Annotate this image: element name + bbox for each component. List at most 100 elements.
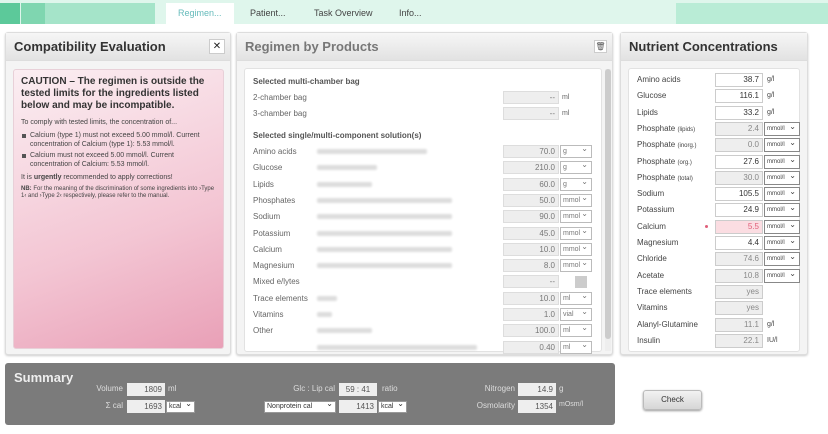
tab-patient[interactable]: Patient... bbox=[250, 8, 286, 18]
product-amount[interactable]: -- bbox=[503, 275, 559, 289]
section-label: Selected multi-chamber bag bbox=[253, 77, 360, 86]
unit-select[interactable]: ml bbox=[560, 339, 592, 354]
unit-select[interactable]: g bbox=[560, 143, 592, 158]
product-amount[interactable]: 70.0 bbox=[503, 145, 559, 158]
unit-select[interactable]: mmol bbox=[560, 208, 592, 224]
product-row: Other 100.0 ml bbox=[253, 322, 593, 338]
nutrient-label: Amino acids bbox=[637, 75, 681, 84]
bag-value[interactable]: -- bbox=[503, 91, 559, 104]
np-unit-select[interactable]: kcal bbox=[378, 399, 407, 413]
product-amount[interactable]: 60.0 bbox=[503, 177, 559, 191]
unit-select[interactable]: g bbox=[560, 176, 592, 191]
product-amount[interactable]: 100.0 bbox=[503, 324, 559, 338]
osmolarity-unit: mOsm/l bbox=[559, 401, 584, 408]
unit-select[interactable]: mmol/l bbox=[764, 219, 800, 234]
bag-label: 3-chamber bag bbox=[253, 109, 307, 118]
mixed-button[interactable] bbox=[575, 276, 587, 289]
product-amount[interactable]: 210.0 bbox=[503, 161, 559, 175]
tab-info[interactable]: Info... bbox=[399, 8, 422, 18]
ecal-unit-select[interactable]: kcal bbox=[166, 399, 195, 413]
unit-select[interactable]: mmol bbox=[560, 241, 592, 256]
product-amount[interactable]: 50.0 bbox=[503, 193, 559, 207]
nonprotein-select[interactable]: Nonprotein cal bbox=[264, 399, 336, 413]
product-amount[interactable]: 45.0 bbox=[503, 226, 559, 240]
nutrient-label: Trace elements bbox=[637, 286, 692, 296]
unit-select[interactable]: ml bbox=[560, 290, 592, 305]
caution-item: Calcium (type 1) must not exceed 5.00 mm… bbox=[21, 131, 216, 149]
nutrient-label: Lipids bbox=[637, 107, 658, 117]
unit-select[interactable]: mmol/l bbox=[764, 186, 800, 202]
product-amount[interactable]: 0.40 bbox=[503, 340, 559, 354]
product-name-blurred[interactable] bbox=[317, 246, 452, 252]
nutrient-value: 30.0 bbox=[715, 170, 763, 185]
unit-select[interactable]: mmol bbox=[560, 225, 592, 240]
nitrogen-value: 14.9 bbox=[518, 383, 556, 396]
nutrient-label: Calcium bbox=[637, 221, 666, 231]
unit-select[interactable]: mmol bbox=[560, 257, 592, 273]
nutrient-sublabel: (lipids) bbox=[677, 126, 696, 133]
product-name-blurred[interactable] bbox=[317, 165, 377, 171]
nutrient-row: Magnesium 4.4 mmol/l bbox=[637, 235, 800, 250]
scrollbar[interactable] bbox=[605, 69, 611, 351]
nutrient-value: 74.6 bbox=[715, 252, 763, 267]
product-name-blurred[interactable] bbox=[317, 181, 372, 187]
product-name-blurred[interactable] bbox=[317, 328, 372, 334]
nutrient-label: Phosphate bbox=[637, 172, 678, 182]
nutrient-label: Phosphate bbox=[637, 140, 678, 150]
unit-select[interactable]: mmol bbox=[560, 192, 592, 207]
product-amount[interactable]: 10.0 bbox=[503, 242, 559, 256]
ecal-value: 1693 bbox=[127, 400, 165, 413]
product-row: Amino acids 70.0 g bbox=[253, 143, 593, 159]
nutrient-row: Phosphate (org.) 27.6 mmol/l bbox=[637, 154, 800, 169]
tab-task-overview[interactable]: Task Overview bbox=[314, 8, 373, 18]
nutrient-value: 2.4 bbox=[715, 121, 763, 136]
product-name-blurred[interactable] bbox=[317, 214, 452, 220]
unit-select[interactable]: mmol/l bbox=[764, 202, 800, 218]
nutrient-unit: g/l bbox=[767, 92, 775, 100]
product-row: 0.40 ml bbox=[253, 339, 593, 355]
product-name-blurred[interactable] bbox=[317, 295, 337, 301]
product-name-blurred[interactable] bbox=[317, 149, 427, 154]
unit-select[interactable]: mmol/l bbox=[764, 121, 800, 136]
nutrient-value: 33.2 bbox=[715, 105, 763, 120]
unit-select[interactable]: mmol/l bbox=[764, 268, 800, 283]
nutrient-value: 11.1 bbox=[715, 317, 763, 332]
nutrient-label: Acetate bbox=[637, 270, 665, 280]
product-label: Glucose bbox=[253, 163, 283, 173]
nutrient-row: Vitamins yes bbox=[637, 300, 797, 316]
products-list: Selected multi-chamber bag 2-chamber bag -… bbox=[244, 68, 602, 355]
product-name-blurred[interactable] bbox=[317, 312, 332, 317]
product-name-blurred[interactable] bbox=[317, 263, 452, 269]
close-button[interactable]: ✕ bbox=[209, 39, 225, 54]
nutrient-unit: g/l bbox=[767, 76, 775, 83]
unit-select[interactable]: mmol/l bbox=[764, 170, 800, 185]
trash-icon[interactable]: 🗑 bbox=[594, 40, 607, 53]
nutrient-sublabel: (inorg.) bbox=[677, 143, 697, 150]
unit-select[interactable]: ml bbox=[560, 322, 592, 338]
nutrient-value: 105.5 bbox=[715, 187, 763, 202]
bag-value[interactable]: -- bbox=[503, 107, 559, 120]
tab-regimen[interactable]: Regimen... bbox=[166, 3, 234, 24]
nutrient-value: 24.9 bbox=[715, 203, 763, 218]
product-name-blurred[interactable] bbox=[317, 344, 477, 350]
product-amount[interactable]: 8.0 bbox=[503, 259, 559, 273]
unit-select[interactable]: mmol/l bbox=[764, 154, 800, 169]
product-amount[interactable]: 10.0 bbox=[503, 291, 559, 305]
check-button[interactable]: Check bbox=[643, 390, 702, 410]
product-row: Potassium 45.0 mmol bbox=[253, 225, 593, 241]
product-name-blurred[interactable] bbox=[317, 197, 452, 203]
unit-select[interactable]: mmol/l bbox=[764, 235, 800, 250]
product-name-blurred[interactable] bbox=[317, 230, 452, 236]
unit-select[interactable]: mmol/l bbox=[764, 137, 800, 153]
product-amount[interactable]: 90.0 bbox=[503, 210, 559, 224]
nutrient-label: Chloride bbox=[637, 254, 667, 264]
osmolarity-value: 1354 bbox=[518, 400, 556, 413]
urgent-note: It is urgently recommended to apply corr… bbox=[21, 173, 216, 182]
product-label: Trace elements bbox=[253, 293, 308, 303]
nutrient-row: Lipids 33.2 g/l bbox=[637, 105, 797, 120]
nutrient-sublabel: (total) bbox=[677, 175, 693, 182]
unit-select[interactable]: mmol/l bbox=[764, 251, 800, 267]
unit-select[interactable]: vial bbox=[560, 306, 592, 321]
product-amount[interactable]: 1.0 bbox=[503, 308, 559, 321]
unit-select[interactable]: g bbox=[560, 159, 592, 175]
